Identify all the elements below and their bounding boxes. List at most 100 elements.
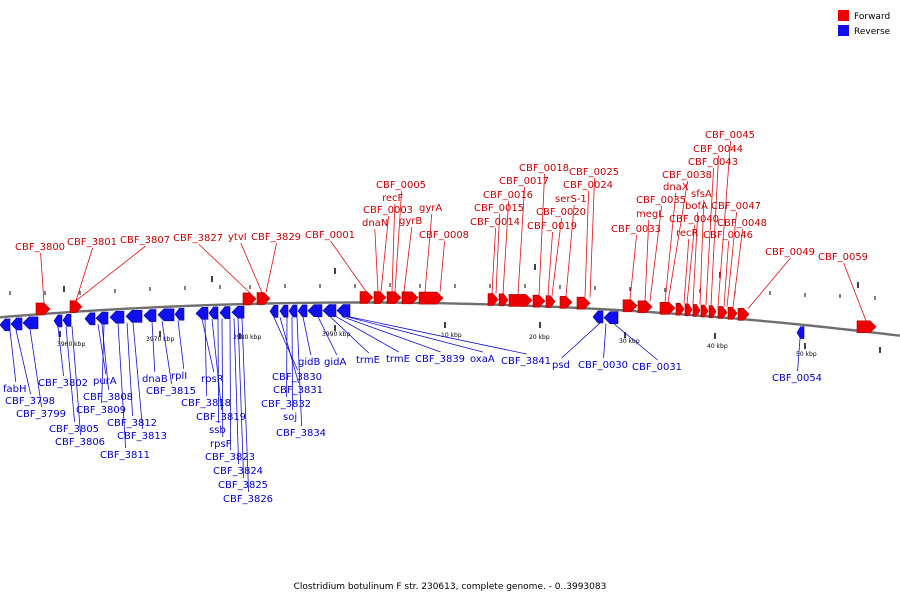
forward-gene-arrow[interactable] <box>675 302 685 316</box>
reverse-gene-arrow[interactable] <box>10 317 23 331</box>
reverse-gene-label[interactable]: CBF_3811 <box>100 450 150 461</box>
reverse-gene-arrow[interactable] <box>22 316 39 330</box>
forward-gene-label[interactable]: CBF_3801 <box>67 237 117 248</box>
forward-gene-arrow[interactable] <box>700 304 709 318</box>
forward-gene-arrow[interactable] <box>69 300 83 313</box>
reverse-gene-arrow[interactable] <box>592 310 604 324</box>
reverse-gene-label[interactable]: ssb <box>209 425 226 436</box>
reverse-gene-label[interactable]: CBF_3818 <box>181 398 231 409</box>
reverse-gene-label[interactable]: CBF_3798 <box>5 396 55 407</box>
forward-gene-label[interactable]: dnaN <box>362 218 388 229</box>
reverse-gene-label[interactable]: CBF_3819 <box>196 412 246 423</box>
forward-gene-label[interactable]: CBF_3800 <box>15 242 65 253</box>
reverse-gene-arrow[interactable] <box>279 304 289 318</box>
reverse-gene-arrow[interactable] <box>174 307 185 321</box>
reverse-gene-label[interactable]: fabH <box>3 384 27 395</box>
forward-gene-arrow[interactable] <box>659 301 676 315</box>
forward-gene-label[interactable]: CBF_3827 <box>173 233 223 244</box>
reverse-gene-arrow[interactable] <box>125 310 143 323</box>
forward-gene-label[interactable]: CBF_0025 <box>569 167 619 178</box>
forward-gene-label[interactable]: ytvI <box>228 232 247 243</box>
forward-gene-arrow[interactable] <box>487 293 499 306</box>
reverse-gene-label[interactable]: CBF_3830 <box>272 372 322 383</box>
forward-gene-arrow[interactable] <box>373 291 387 304</box>
forward-gene-label[interactable]: CBF_0018 <box>519 163 569 174</box>
reverse-gene-arrow[interactable] <box>796 326 805 339</box>
reverse-gene-arrow[interactable] <box>231 305 245 319</box>
forward-gene-arrow[interactable] <box>559 296 573 309</box>
reverse-gene-arrow[interactable] <box>62 313 72 327</box>
forward-gene-label[interactable]: megL <box>636 209 664 220</box>
reverse-gene-label[interactable]: purA <box>93 376 117 387</box>
reverse-gene-label[interactable]: CBF_0031 <box>632 362 682 373</box>
reverse-gene-label[interactable]: CBF_3799 <box>16 409 66 420</box>
forward-gene-label[interactable]: sfsA <box>691 189 712 200</box>
forward-gene-arrow[interactable] <box>708 305 717 318</box>
forward-gene-arrow[interactable] <box>498 293 509 307</box>
reverse-gene-label[interactable]: CBF_3808 <box>83 392 133 403</box>
forward-gene-label[interactable]: CBF_0024 <box>563 180 613 191</box>
reverse-gene-arrow[interactable] <box>195 307 209 320</box>
forward-gene-label[interactable]: CBF_3807 <box>120 235 170 246</box>
reverse-gene-arrow[interactable] <box>53 314 63 328</box>
reverse-gene-label[interactable]: oxaA <box>470 354 495 365</box>
forward-gene-arrow[interactable] <box>35 302 51 316</box>
forward-gene-label[interactable]: CBF_0047 <box>711 201 761 212</box>
forward-gene-label[interactable]: CBF_0049 <box>765 247 815 258</box>
forward-gene-label[interactable]: gyrB <box>399 216 422 227</box>
reverse-gene-label[interactable]: CBF_3813 <box>117 431 167 442</box>
forward-gene-arrow[interactable] <box>508 294 533 307</box>
forward-gene-label[interactable]: serS-1 <box>555 194 587 205</box>
reverse-gene-label[interactable]: CBF_3834 <box>276 428 326 439</box>
forward-gene-arrow[interactable] <box>622 299 638 313</box>
forward-gene-label[interactable]: CBF_0033 <box>611 224 661 235</box>
forward-gene-arrow[interactable] <box>242 292 257 306</box>
forward-gene-arrow[interactable] <box>401 291 419 305</box>
reverse-gene-label[interactable]: rpsR <box>201 374 224 385</box>
forward-gene-arrow[interactable] <box>692 304 701 317</box>
reverse-gene-label[interactable]: CBF_3806 <box>55 437 105 448</box>
forward-gene-label[interactable]: CBF_0017 <box>499 176 549 187</box>
forward-gene-label[interactable]: CBF_0003 <box>363 205 413 216</box>
reverse-gene-arrow[interactable] <box>288 304 298 318</box>
reverse-gene-label[interactable]: CBF_3805 <box>49 424 99 435</box>
reverse-gene-arrow[interactable] <box>109 310 125 324</box>
forward-gene-label[interactable]: dnaX <box>663 182 689 193</box>
forward-gene-label[interactable]: CBF_0014 <box>470 217 520 228</box>
reverse-gene-label[interactable]: CBF_3825 <box>218 480 268 491</box>
reverse-gene-arrow[interactable] <box>336 304 351 317</box>
reverse-gene-arrow[interactable] <box>157 308 175 322</box>
reverse-gene-arrow[interactable] <box>603 311 619 324</box>
forward-gene-label[interactable]: CBF_0044 <box>693 144 743 155</box>
forward-gene-arrow[interactable] <box>727 307 738 320</box>
forward-gene-arrow[interactable] <box>359 291 374 304</box>
forward-gene-label[interactable]: CBF_0005 <box>376 180 426 191</box>
reverse-gene-arrow[interactable] <box>208 306 219 320</box>
reverse-gene-label[interactable]: psd <box>552 360 570 371</box>
reverse-gene-label[interactable]: CBF_3831 <box>273 385 323 396</box>
reverse-gene-arrow[interactable] <box>95 311 109 325</box>
forward-gene-label[interactable]: CBF_0046 <box>703 230 753 241</box>
forward-gene-arrow[interactable] <box>386 291 402 304</box>
forward-gene-label[interactable]: CBF_0045 <box>705 130 755 141</box>
forward-gene-label[interactable]: CBF_0038 <box>662 170 712 181</box>
forward-gene-label[interactable]: CBF_0016 <box>483 190 533 201</box>
forward-gene-label[interactable]: gyrA <box>419 203 442 214</box>
forward-gene-label[interactable]: CBF_0008 <box>419 230 469 241</box>
reverse-gene-label[interactable]: CBF_3841 <box>501 356 551 367</box>
reverse-gene-label[interactable]: CBF_3826 <box>223 494 273 505</box>
reverse-gene-label[interactable]: trmE <box>386 354 410 365</box>
reverse-gene-label[interactable]: CBF_3815 <box>146 386 196 397</box>
reverse-gene-label[interactable]: CBF_3802 <box>38 378 88 389</box>
reverse-gene-label[interactable]: rplI <box>171 371 187 382</box>
forward-gene-label[interactable]: CBF_0043 <box>688 157 738 168</box>
reverse-gene-label[interactable]: CBF_0054 <box>772 373 822 384</box>
forward-gene-label[interactable]: CBF_0059 <box>818 252 868 263</box>
reverse-gene-arrow[interactable] <box>0 318 11 332</box>
forward-gene-label[interactable]: CBF_0020 <box>536 207 586 218</box>
forward-gene-arrow[interactable] <box>717 306 728 319</box>
reverse-gene-label[interactable]: CBF_3812 <box>107 418 157 429</box>
reverse-gene-label[interactable]: dnaB <box>142 374 168 385</box>
forward-gene-label[interactable]: recR <box>676 228 699 239</box>
forward-gene-label[interactable]: CBF_3829 <box>251 232 301 243</box>
